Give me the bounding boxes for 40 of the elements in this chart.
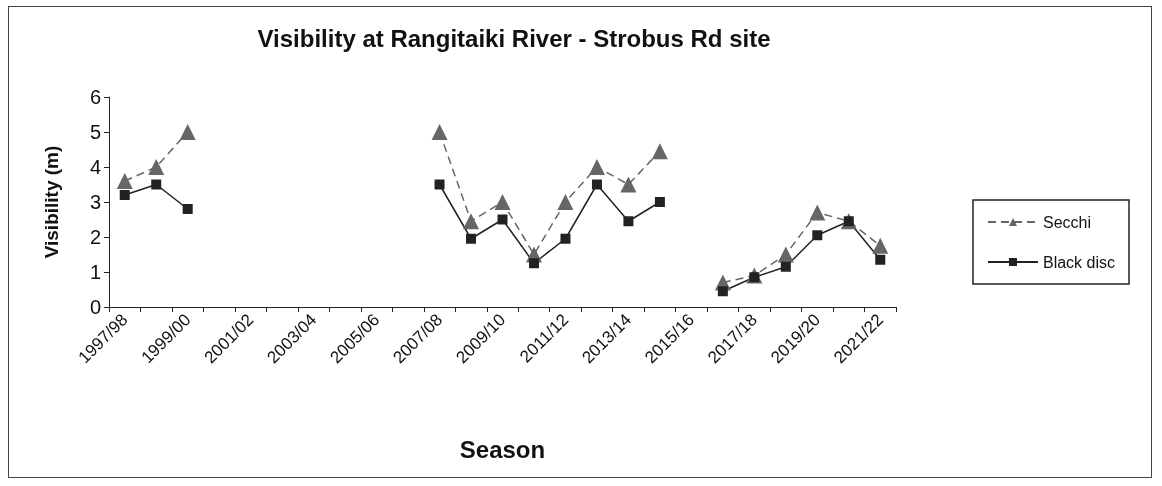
point bbox=[557, 194, 574, 210]
y-tick-label: 1 bbox=[89, 261, 101, 283]
point bbox=[717, 286, 728, 297]
point bbox=[812, 230, 823, 241]
point bbox=[588, 159, 605, 175]
point bbox=[560, 233, 571, 244]
point bbox=[466, 233, 477, 244]
point bbox=[623, 216, 634, 227]
legend-label: Secchi bbox=[1042, 213, 1092, 231]
point bbox=[654, 197, 665, 207]
y-tick-label: 6 bbox=[89, 86, 101, 108]
y-tick-label: 5 bbox=[89, 121, 101, 143]
legend-label: Black disc bbox=[1042, 253, 1116, 271]
point bbox=[151, 179, 162, 190]
point bbox=[780, 261, 791, 272]
point bbox=[119, 190, 130, 200]
y-tick-label: 3 bbox=[89, 191, 101, 213]
chart-title: Visibility at Rangitaiki River - Strobus Rd site bbox=[257, 24, 771, 52]
point bbox=[591, 179, 602, 190]
point bbox=[497, 214, 508, 225]
point bbox=[463, 213, 480, 230]
point bbox=[620, 176, 637, 193]
point bbox=[875, 254, 886, 265]
point bbox=[182, 204, 193, 214]
point bbox=[434, 179, 445, 190]
y-tick-label: 2 bbox=[89, 226, 101, 248]
point bbox=[809, 204, 826, 221]
point bbox=[494, 194, 511, 210]
x-axis-title: Season bbox=[459, 435, 546, 463]
point bbox=[651, 143, 668, 160]
point bbox=[116, 173, 133, 189]
point bbox=[179, 124, 196, 140]
point bbox=[872, 237, 889, 254]
y-tick-label: 0 bbox=[89, 296, 101, 318]
point bbox=[431, 124, 448, 140]
point bbox=[528, 258, 539, 269]
y-axis-title: Visibility (m) bbox=[41, 145, 62, 259]
point bbox=[148, 159, 165, 175]
point bbox=[777, 246, 794, 263]
y-tick-label: 4 bbox=[89, 156, 101, 178]
